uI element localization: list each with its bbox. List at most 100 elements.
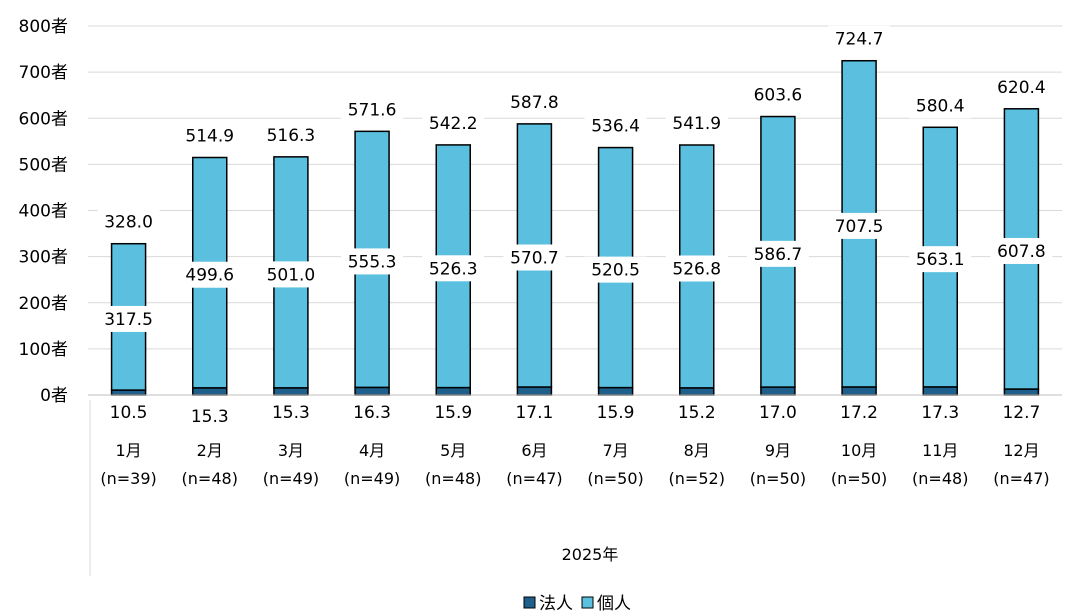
total-label: 580.4 xyxy=(916,96,965,116)
kojin-value-label: 499.6 xyxy=(185,266,234,286)
legend-label: 法人 xyxy=(539,594,573,614)
x-sample-size-label: (n=50) xyxy=(831,469,887,488)
x-tick-label: 10月 xyxy=(841,441,877,460)
total-label-bg xyxy=(584,112,647,139)
x-sample-size-label: (n=39) xyxy=(100,469,156,488)
x-sample-size-label: (n=48) xyxy=(182,469,238,488)
x-tick-label: 2月 xyxy=(197,441,223,460)
x-sample-size-label: (n=47) xyxy=(506,469,562,488)
total-label-bg xyxy=(97,208,160,235)
x-tick-label: 11月 xyxy=(922,441,958,460)
kojin-value-label-bg xyxy=(584,256,647,283)
legend-swatch xyxy=(523,596,536,609)
kojin-value-label-bg xyxy=(990,237,1053,264)
kojin-value-label: 526.8 xyxy=(672,259,721,279)
kojin-value-label-bg xyxy=(341,248,404,275)
x-tick-label: 8月 xyxy=(684,441,710,460)
hojin-value-label: 17.1 xyxy=(515,403,553,423)
kojin-value-label-bg xyxy=(97,305,160,332)
y-tick-label: 800者 xyxy=(19,17,68,37)
kojin-value-label-bg xyxy=(828,212,891,239)
hojin-value-label: 15.9 xyxy=(434,403,472,423)
y-tick-label: 500者 xyxy=(19,155,68,175)
kojin-value-label: 563.1 xyxy=(916,250,965,270)
kojin-value-label: 570.7 xyxy=(510,248,559,268)
x-tick-label: 7月 xyxy=(602,441,628,460)
y-tick-label: 600者 xyxy=(19,109,68,129)
y-tick-label: 100者 xyxy=(19,340,68,360)
hojin-value-label: 17.3 xyxy=(921,403,959,423)
total-label-bg xyxy=(178,122,241,149)
y-axis: 0者 100者 200者 300者 400者 500者 600者 700者 800者 xyxy=(19,17,68,406)
total-label-bg xyxy=(341,96,404,123)
total-label-bg xyxy=(422,109,485,136)
x-tick-label: 12月 xyxy=(1003,441,1039,460)
total-label: 536.4 xyxy=(591,117,640,137)
y-tick-label: 0者 xyxy=(40,386,68,406)
x-sample-size-label: (n=50) xyxy=(750,469,806,488)
x-axis: 1月 (n=39) 2月 (n=48) 3月 (n=49) 4月 (n=49) 5月 (n=48)… xyxy=(88,394,1062,576)
kojin-value-label-bg xyxy=(422,255,485,282)
total-label: 328.0 xyxy=(104,213,153,233)
hojin-value-label: 15.3 xyxy=(191,407,229,427)
x-tick-label: 3月 xyxy=(278,441,304,460)
bar-segment-hojin xyxy=(273,387,309,396)
kojin-value-label: 707.5 xyxy=(835,217,884,237)
x-sample-size-label: (n=49) xyxy=(344,469,400,488)
hojin-value-label: 10.5 xyxy=(110,403,148,423)
hojin-value-label: 17.0 xyxy=(759,403,797,423)
y-tick-label: 400者 xyxy=(19,202,68,222)
x-sample-size-label: (n=50) xyxy=(587,469,643,488)
bars xyxy=(110,59,1040,396)
kojin-value-label-bg xyxy=(909,246,972,273)
bar-segment-hojin xyxy=(1003,388,1040,396)
total-label-bg xyxy=(909,92,972,119)
bar-segment-hojin xyxy=(435,386,471,396)
total-label-bg xyxy=(259,121,322,148)
bar-segment-hojin xyxy=(354,386,390,396)
bar-segment-hojin xyxy=(110,389,147,396)
total-label: 620.4 xyxy=(997,78,1046,98)
total-label-bg xyxy=(665,110,728,137)
x-tick-label: 6月 xyxy=(521,441,547,460)
hojin-value-label: 17.2 xyxy=(840,403,878,423)
x-tick-label: 5月 xyxy=(440,441,466,460)
bar-segment-hojin xyxy=(516,386,553,396)
kojin-value-label: 555.3 xyxy=(348,252,397,272)
hojin-value-label: 15.3 xyxy=(272,403,310,423)
x-sample-size-label: (n=48) xyxy=(912,469,968,488)
total-label: 542.2 xyxy=(429,114,478,134)
gridlines xyxy=(88,25,1062,350)
y-tick-label: 200者 xyxy=(19,294,68,314)
total-label-bg xyxy=(828,25,891,52)
total-label: 724.7 xyxy=(835,30,884,50)
total-label-bg xyxy=(990,73,1053,100)
legend-swatch xyxy=(581,596,594,609)
hojin-value-label: 16.3 xyxy=(353,403,391,423)
legend: 法人 個人 xyxy=(523,594,631,614)
kojin-value-label-bg xyxy=(178,261,241,288)
bar-segment-hojin xyxy=(679,387,715,396)
x-sample-size-label: (n=47) xyxy=(993,469,1049,488)
kojin-value-label: 586.7 xyxy=(754,245,803,265)
y-tick-label: 300者 xyxy=(19,248,68,268)
x-tick-label: 4月 xyxy=(359,441,385,460)
total-label-bg xyxy=(503,88,566,115)
bar-segment-hojin xyxy=(192,387,228,396)
kojin-value-label: 501.0 xyxy=(267,265,316,285)
hojin-value-label: 12.7 xyxy=(1002,403,1040,423)
x-tick-label: 1月 xyxy=(115,441,141,460)
kojin-value-label-bg xyxy=(259,261,322,288)
kojin-value-label: 317.5 xyxy=(104,310,153,330)
kojin-value-label-bg xyxy=(746,240,809,267)
x-sample-size-label: (n=49) xyxy=(263,469,319,488)
total-label: 587.8 xyxy=(510,93,559,113)
total-label-bg xyxy=(746,81,809,108)
kojin-value-label: 526.3 xyxy=(429,259,478,279)
total-label: 514.9 xyxy=(185,127,234,147)
bar-segment-hojin xyxy=(922,386,958,396)
kojin-value-label-bg xyxy=(665,255,728,282)
kojin-value-label-bg xyxy=(503,244,566,271)
x-sample-size-label: (n=48) xyxy=(425,469,481,488)
